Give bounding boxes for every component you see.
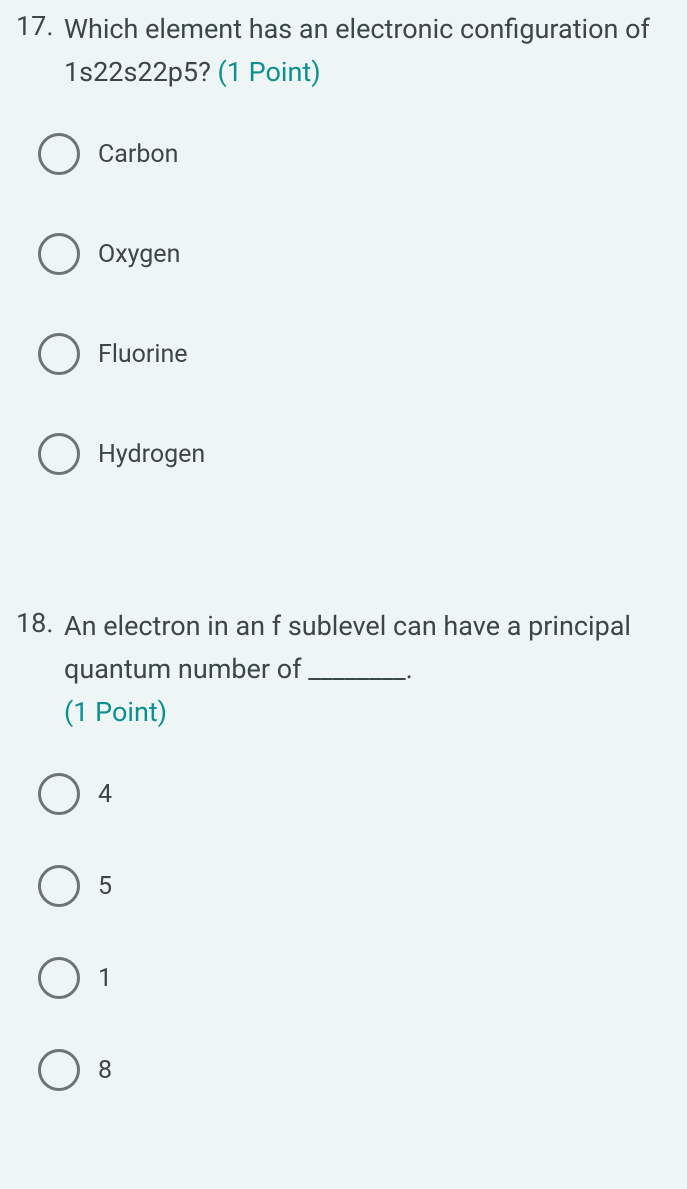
radio-icon [38,333,80,375]
option-label: Carbon [98,140,178,169]
question-18-points: (1 Point) [64,696,167,728]
question-17-header: 17. Which element has an electronic conf… [10,8,667,93]
radio-icon [38,773,80,815]
option-label: Hydrogen [98,440,205,469]
question-17: 17. Which element has an electronic conf… [0,0,687,475]
option-1[interactable]: 1 [38,957,667,999]
option-label: 8 [98,1056,112,1085]
option-oxygen[interactable]: Oxygen [38,233,667,275]
question-17-points: (1 Point) [218,56,321,88]
option-hydrogen[interactable]: Hydrogen [38,433,667,475]
radio-icon [38,865,80,907]
option-label: 5 [98,872,112,901]
option-4[interactable]: 4 [38,773,667,815]
radio-icon [38,1049,80,1091]
option-fluorine[interactable]: Fluorine [38,333,667,375]
radio-icon [38,957,80,999]
question-18: 18. An electron in an f sublevel can hav… [0,533,687,1091]
question-17-number: 17. [10,8,64,44]
radio-icon [38,233,80,275]
option-label: Oxygen [98,240,180,269]
question-18-number: 18. [10,605,64,641]
option-5[interactable]: 5 [38,865,667,907]
option-carbon[interactable]: Carbon [38,133,667,175]
option-8[interactable]: 8 [38,1049,667,1091]
question-18-header: 18. An electron in an f sublevel can hav… [10,605,667,733]
radio-icon [38,133,80,175]
question-17-text-body: Which element has an electronic configur… [64,13,650,88]
question-17-options: Carbon Oxygen Fluorine Hydrogen [10,93,667,475]
option-label: Fluorine [98,340,188,369]
radio-icon [38,433,80,475]
option-label: 4 [98,780,112,809]
question-18-text-body: An electron in an f sublevel can have a … [64,610,631,685]
question-17-text: Which element has an electronic configur… [64,8,667,93]
option-label: 1 [98,964,112,993]
question-18-text: An electron in an f sublevel can have a … [64,605,667,733]
question-18-options: 4 5 1 8 [10,733,667,1091]
